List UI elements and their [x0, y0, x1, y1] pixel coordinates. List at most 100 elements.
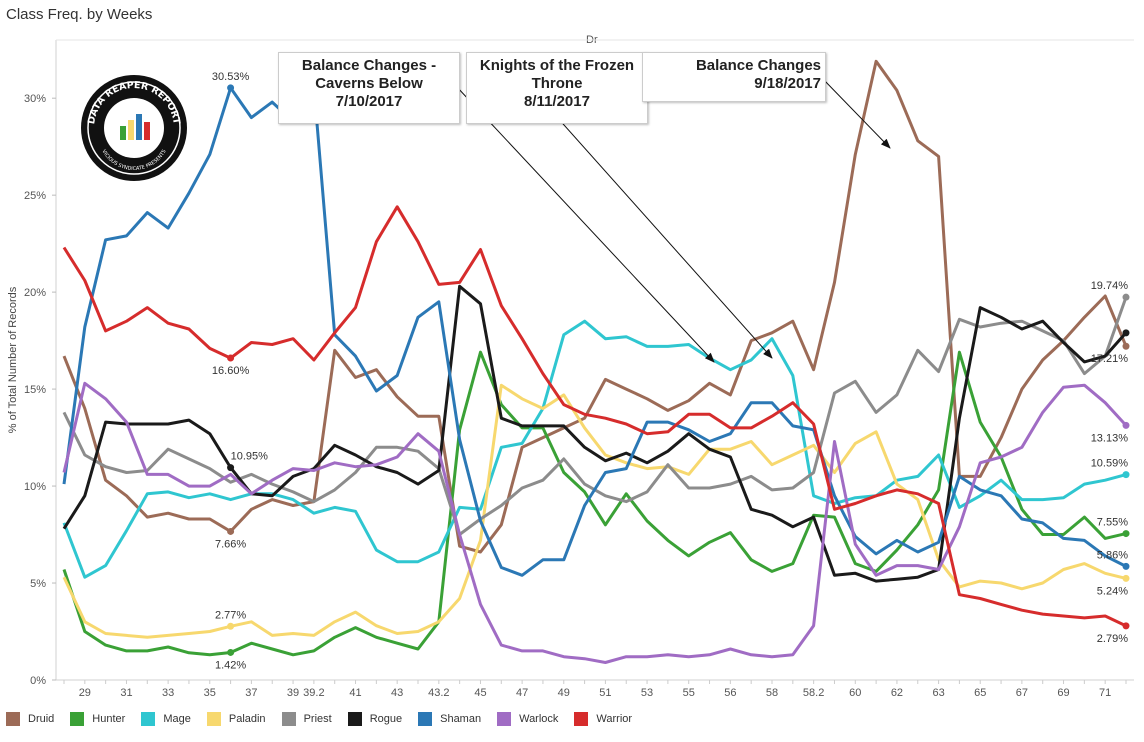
chart-data-labels: 30.53% 16.60% 10.95% 7.66% 2.77% 1.42% 19.74% 1… [212, 71, 1128, 672]
series-end-point-rogue [1122, 329, 1130, 337]
x-tick-label: 67 [1016, 687, 1028, 699]
data-label: 17.21% [1091, 353, 1129, 365]
x-tick-label: 60 [849, 687, 861, 699]
y-tick-label: 25% [24, 190, 46, 202]
series-end-point-shaman [1122, 562, 1130, 570]
data-point-marker [227, 622, 235, 630]
arrow-kft [555, 115, 773, 359]
series-line-mage [62, 319, 1127, 579]
x-tick-label: 58.2 [803, 687, 824, 699]
data-label: 10.59% [1091, 458, 1129, 470]
series-end-point-warrior [1122, 622, 1130, 630]
legend-label: Paladin [228, 713, 266, 725]
y-tick-label: 20% [24, 287, 46, 299]
y-tick-label: 10% [24, 481, 46, 493]
x-tick-label: 55 [683, 687, 695, 699]
series-line-rogue [62, 284, 1128, 583]
legend-swatch [206, 712, 221, 726]
x-tick-label: 35 [204, 687, 216, 699]
x-tick-label: 58 [766, 687, 778, 699]
series-end-point-mage [1122, 471, 1130, 479]
legend-item-hunter[interactable]: Hunter [70, 712, 125, 726]
legend-swatch [347, 712, 362, 726]
data-point-marker [227, 464, 235, 472]
legend-label: Priest [303, 713, 332, 725]
annotation-sept: Balance Changes 9/18/2017 [642, 52, 826, 102]
legend-item-paladin[interactable]: Paladin [206, 712, 266, 726]
data-label: 5.86% [1097, 549, 1128, 561]
series-end-point-druid [1122, 342, 1130, 350]
series-line-druid [62, 59, 1128, 554]
x-tick-label: 69 [1057, 687, 1069, 699]
data-label: 30.53% [212, 71, 250, 83]
data-point-marker [227, 648, 235, 656]
y-tick-label: 15% [24, 384, 46, 396]
x-tick-label: 33 [162, 687, 174, 699]
series-line-paladin [62, 383, 1127, 639]
y-axis-title: % of Total Number of Records [7, 286, 19, 433]
x-tick-label: 71 [1099, 687, 1111, 699]
x-tick-label: 51 [599, 687, 611, 699]
x-tick-label: 39.2 [303, 687, 324, 699]
data-label: 19.74% [1091, 280, 1129, 292]
x-tick-label: 43 [391, 687, 403, 699]
legend-label: Warrior [596, 713, 633, 725]
y-tick-label: 0% [30, 675, 46, 687]
x-tick-label: 43.2 [428, 687, 449, 699]
data-point-marker [227, 84, 235, 92]
annotation-kft: Knights of the Frozen Throne 8/11/2017 [466, 52, 648, 124]
legend-item-priest[interactable]: Priest [281, 712, 332, 726]
x-tick-label: 29 [79, 687, 91, 699]
legend-swatch [418, 712, 433, 726]
legend-label: Rogue [369, 713, 403, 725]
legend-item-shaman[interactable]: Shaman [418, 712, 481, 726]
x-tick-label: 39 [287, 687, 299, 699]
legend-item-druid[interactable]: Druid [6, 712, 54, 726]
x-tick-label: 45 [474, 687, 486, 699]
x-tick-label: 41 [349, 687, 361, 699]
legend-swatch [281, 712, 296, 726]
data-label: 2.79% [1097, 633, 1128, 645]
x-tick-label: 49 [558, 687, 570, 699]
y-tick-label: 30% [24, 93, 46, 105]
legend-item-warrior[interactable]: Warrior [574, 712, 632, 726]
legend-swatch [574, 712, 589, 726]
data-label: 1.42% [215, 659, 246, 671]
x-tick-label: 65 [974, 687, 986, 699]
data-point-marker [227, 527, 235, 535]
x-tick-label: 37 [245, 687, 257, 699]
data-label: 5.24% [1097, 585, 1128, 597]
legend-swatch [6, 712, 20, 726]
x-tick-label: 56 [724, 687, 736, 699]
series-end-point-hunter [1122, 530, 1130, 538]
legend-swatch [70, 712, 85, 726]
series-end-point-paladin [1122, 574, 1130, 582]
legend-item-warlock[interactable]: Warlock [497, 712, 558, 726]
annotation-caverns: Balance Changes - Caverns Below 7/10/201… [278, 52, 460, 124]
chart-legend: Druid Hunter Mage Paladin Priest Rogue Shaman W… [6, 708, 648, 730]
legend-item-rogue[interactable]: Rogue [347, 712, 403, 726]
series-line-hunter [62, 350, 1127, 657]
data-label: 7.55% [1097, 517, 1128, 529]
data-label: 7.66% [215, 538, 246, 550]
x-tick-label: 47 [516, 687, 528, 699]
legend-label: Shaman [440, 713, 482, 725]
series-line-shaman [62, 85, 1127, 577]
series-end-point-priest [1122, 293, 1130, 301]
arrow-caverns [455, 85, 715, 363]
data-label: 2.77% [215, 609, 246, 621]
chart-series [62, 59, 1130, 664]
legend-item-mage[interactable]: Mage [141, 712, 191, 726]
x-tick-label: 63 [932, 687, 944, 699]
x-tick-label: 62 [891, 687, 903, 699]
legend-label: Mage [163, 713, 191, 725]
legend-swatch [141, 712, 156, 726]
data-label: 10.95% [231, 451, 269, 463]
y-tick-label: 5% [30, 578, 46, 590]
legend-label: Druid [28, 713, 55, 725]
chart-axes: 0% 5% 10% 15% 20% 25% 30% % of Total Number of … [7, 39, 1134, 699]
data-label: 13.13% [1091, 432, 1129, 444]
data-point-marker [227, 354, 235, 362]
annotation-arrows [455, 77, 891, 363]
